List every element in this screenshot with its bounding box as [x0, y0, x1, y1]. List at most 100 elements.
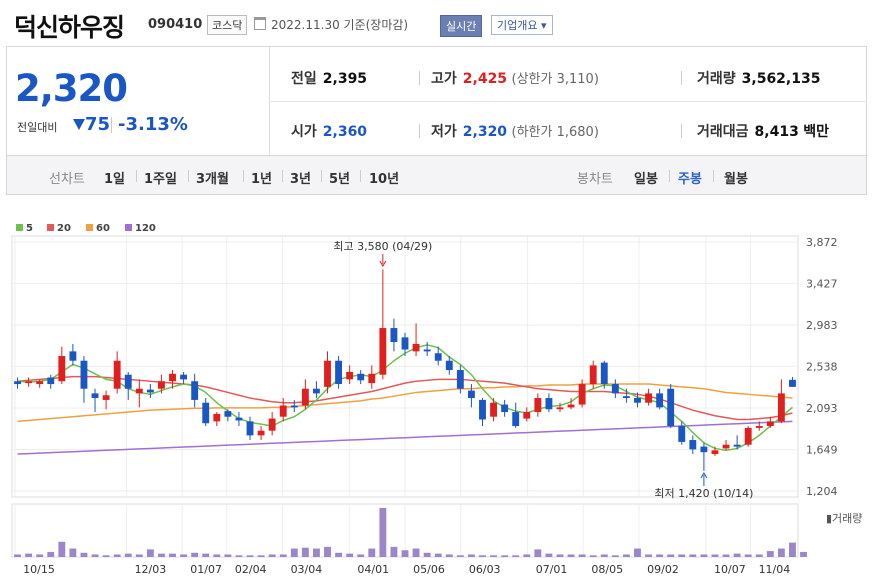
volume-bar — [401, 550, 409, 557]
volume-bar — [589, 555, 597, 557]
candle-body — [180, 374, 188, 380]
candle-body — [534, 398, 542, 413]
tab-5y[interactable]: 5년 — [329, 172, 351, 187]
legend-swatch — [47, 224, 54, 231]
candle-body — [368, 373, 376, 384]
x-tick-label: 05/06 — [413, 563, 445, 576]
candle-body — [113, 360, 121, 389]
change-label: 전일대비 — [17, 121, 58, 134]
volume-value: 3,562,135 — [741, 71, 821, 87]
volume-bar — [368, 548, 376, 557]
candle-body — [313, 388, 320, 394]
tab-3m[interactable]: 3개월 — [196, 172, 229, 187]
volume-bar — [301, 547, 309, 557]
down-arrow-icon — [73, 119, 85, 130]
volume-bar — [91, 554, 99, 557]
volume-bar — [789, 542, 796, 557]
candle-body — [235, 417, 243, 421]
tab-1w[interactable]: 1주일 — [144, 172, 177, 187]
candle-body — [445, 360, 453, 371]
volume-bar — [645, 554, 652, 557]
open-value: 2,360 — [322, 124, 368, 140]
company-info-dropdown[interactable]: 기업개요 ▾ — [491, 15, 553, 35]
volume-bar — [656, 554, 664, 557]
y-tick-label: 2,093 — [806, 402, 838, 415]
change-value: 75 — [85, 114, 111, 135]
candle-body — [412, 343, 420, 352]
volume-bar — [113, 554, 121, 557]
candle-body — [479, 399, 486, 420]
y-tick-label: 1,204 — [806, 485, 838, 498]
candle-body — [25, 381, 33, 384]
volume-bar — [445, 554, 453, 557]
volume: 거래량 3,562,135 — [697, 68, 820, 88]
candle-body — [379, 328, 387, 375]
candles — [14, 269, 796, 471]
realtime-button[interactable]: 실시간 — [440, 15, 483, 37]
stock-header: 덕신하우징 090410 코스닥 2022.11.30 기준(장마감) 실시간 … — [0, 0, 873, 42]
tab-1d[interactable]: 1일 — [104, 172, 126, 187]
candle-body — [80, 360, 88, 389]
candle-body — [556, 407, 564, 410]
tab-1y[interactable]: 1년 — [251, 172, 273, 187]
y-tick-label: 3,872 — [806, 236, 838, 249]
candle-body — [301, 388, 309, 406]
prev-close-value: 2,395 — [322, 71, 368, 87]
candle-body — [36, 381, 44, 385]
divider — [419, 124, 420, 138]
candle-body — [268, 418, 276, 431]
tab-monthly[interactable]: 월봉 — [724, 172, 748, 187]
candle-body — [357, 373, 365, 381]
low-price: 저가 2,320 (하한가 1,680) — [431, 121, 599, 141]
volume-bar — [622, 554, 630, 557]
candle-body — [777, 393, 785, 422]
divider — [321, 170, 322, 182]
volume-bar — [102, 555, 110, 557]
volume-bar — [534, 549, 542, 557]
volume-bar — [268, 554, 276, 557]
x-tick-label: 08/05 — [591, 563, 623, 576]
y-tick-label: 1,649 — [806, 443, 838, 456]
volume-bar — [711, 554, 719, 557]
volume-bar — [611, 555, 619, 557]
legend-ma120: 120 — [125, 223, 156, 234]
candle-body — [490, 402, 497, 417]
candle-body — [512, 412, 520, 427]
trade-amount: 거래대금 8,413 백만 — [697, 121, 829, 141]
candle-body — [47, 377, 55, 385]
divider — [713, 170, 714, 182]
divider — [681, 124, 682, 138]
candle-body — [158, 381, 165, 389]
tab-3y[interactable]: 3년 — [290, 172, 312, 187]
tab-weekly[interactable]: 주봉 — [678, 172, 702, 187]
prev-close-label: 전일 — [291, 71, 317, 87]
divider — [243, 170, 244, 182]
candle-body — [434, 353, 442, 361]
volume-bar — [80, 552, 88, 557]
volume-bar — [135, 554, 143, 557]
min-annotation: 최저 1,420 (10/14) — [654, 487, 753, 500]
volume-bar — [800, 551, 807, 557]
volume-bar — [257, 555, 265, 557]
candle-body — [634, 398, 641, 403]
candle-body — [335, 360, 343, 385]
max-annotation: 최고 3,580 (04/29) — [333, 240, 432, 253]
candle-body — [324, 360, 331, 387]
candle-body — [456, 370, 464, 389]
ma120-line — [17, 420, 793, 455]
volume-bar — [335, 552, 343, 557]
current-price: 2,320 — [15, 67, 128, 110]
ma20-line — [17, 375, 793, 421]
candle-body — [213, 413, 221, 422]
volume-bar — [169, 553, 176, 557]
quote-date: 2022.11.30 기준(장마감) — [271, 18, 409, 32]
tab-daily[interactable]: 일봉 — [634, 172, 658, 187]
axis-labels: 1,204 1,649 2,093 2,538 2,983 3,427 3,872 10/15… — [23, 236, 862, 576]
candle-body — [257, 430, 265, 436]
candle-body — [467, 390, 475, 399]
volume-bar — [545, 553, 553, 557]
volume-bar — [158, 553, 165, 557]
tab-10y[interactable]: 10년 — [369, 172, 400, 187]
volume-bar — [47, 551, 55, 557]
volume-bar — [191, 552, 199, 557]
